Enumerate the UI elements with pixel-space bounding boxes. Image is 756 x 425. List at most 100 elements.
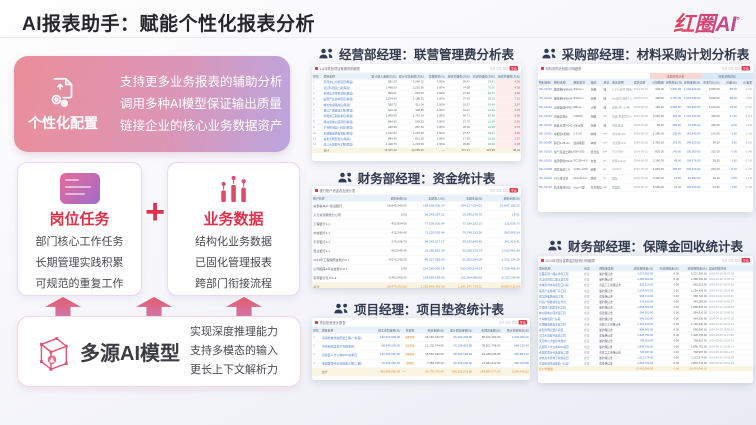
table-cell[interactable]: 天河中心大厦基坑支护 bbox=[538, 338, 584, 345]
table-cell[interactable]: 33,206,216.74 bbox=[445, 246, 484, 256]
table-cell[interactable]: 30,245,097.31 bbox=[408, 210, 446, 220]
table-cell[interactable]: 184,217,024.52 bbox=[445, 201, 484, 211]
table-cell[interactable]: 200,900.00 bbox=[682, 147, 702, 157]
table-cell[interactable]: 春和景明安置房项目 bbox=[538, 327, 584, 334]
toolbar-control[interactable] bbox=[722, 258, 727, 262]
table-cell[interactable]: 163,840.00 bbox=[682, 129, 702, 139]
table-cell[interactable]: 绿洲湿地公园项目(联营) bbox=[322, 119, 371, 126]
table-cell[interactable]: 30,245,078.70 bbox=[445, 210, 484, 220]
table-cell[interactable]: 1,254,400.00 bbox=[626, 288, 655, 294]
table-cell[interactable]: 37,056.00 bbox=[682, 120, 702, 130]
table-cell[interactable]: 高新区人才公寓EPC总承包 bbox=[320, 350, 374, 360]
report-screenshot-funds[interactable]: 银行账户资金收支统计表 导出 账户名称 期初余额(元) 本期收入(元) 本期支出(元) 期末… bbox=[312, 186, 521, 288]
table-cell[interactable]: -5.00 bbox=[720, 165, 738, 175]
table-cell[interactable]: 80,264,195.00 bbox=[444, 350, 474, 360]
table-cell[interactable]: WL-10224 bbox=[538, 111, 554, 122]
toolbar-control[interactable] bbox=[503, 66, 508, 70]
table-cell[interactable]: -1.60 bbox=[720, 156, 738, 166]
table-cell[interactable]: 1,534,080.00 bbox=[682, 94, 702, 104]
table-cell[interactable]: WL-10715 bbox=[538, 183, 554, 193]
table-cell[interactable]: 386.00 bbox=[664, 120, 683, 130]
table-cell[interactable]: 中央商务区地下管廊项目 bbox=[538, 355, 584, 362]
table-cell[interactable]: 1,868,500.00 bbox=[626, 304, 655, 311]
table-cell[interactable]: 70,746,112.50 bbox=[445, 228, 484, 238]
toolbar-control[interactable] bbox=[503, 188, 508, 192]
table-cell[interactable]: WL-10608 bbox=[538, 165, 554, 175]
table-cell[interactable]: 1,328,750.00 bbox=[626, 332, 655, 339]
toolbar-control[interactable] bbox=[490, 66, 495, 70]
table-cell[interactable]: 76,428,350.00 bbox=[373, 359, 402, 368]
export-button[interactable]: 导出 bbox=[741, 258, 750, 263]
table-cell[interactable]: 滨海新城市政配套一标段 bbox=[538, 360, 584, 367]
table-cell[interactable]: 1,245,320.00 bbox=[682, 85, 702, 95]
table-cell[interactable]: 968,720.00 bbox=[626, 293, 655, 300]
table-cell[interactable]: 2,486,000.00 bbox=[626, 276, 655, 283]
table-cell[interactable]: 98,640,200.00 bbox=[373, 341, 402, 351]
report-screenshot-deposit-recovery[interactable]: 2024年项目保障金回收统计明细表 导出 项目名称 状态 保障金类别 应收保障金(元) 已收… bbox=[538, 256, 753, 383]
table-cell[interactable]: -3.00 bbox=[720, 129, 738, 139]
export-button[interactable]: 导出 bbox=[509, 66, 518, 71]
table-cell[interactable]: 1,134,200.00 bbox=[682, 111, 702, 122]
table-cell[interactable]: WL-10515 bbox=[538, 147, 554, 157]
table-cell[interactable]: 宁海物流园一标段(联营) bbox=[322, 124, 371, 131]
table-cell[interactable]: 51,902,094.09 bbox=[445, 255, 484, 265]
table-cell[interactable]: WL-10408 bbox=[538, 138, 554, 148]
table-cell[interactable]: 124,054,186.82 bbox=[408, 273, 446, 283]
table-cell[interactable]: WL-10402 bbox=[538, 129, 554, 139]
toolbar-control[interactable] bbox=[512, 320, 517, 324]
table-cell[interactable]: 东湖隧道机电安装(联营) bbox=[322, 130, 371, 137]
table-cell[interactable]: 18.61 bbox=[483, 210, 521, 220]
table-cell[interactable]: 金域蓝湾住宅项目(联营) bbox=[322, 90, 371, 97]
table-cell[interactable]: 滨江科创园二期(联营) bbox=[322, 84, 371, 91]
table-cell[interactable]: 1,102,640.00 bbox=[626, 321, 655, 328]
table-cell[interactable]: 3,760.00 bbox=[664, 94, 683, 104]
table-cell[interactable]: 春和景明安置房(联营) bbox=[322, 136, 371, 143]
table-cell[interactable]: 128.00 bbox=[664, 129, 683, 139]
table-cell[interactable]: 896,400.00 bbox=[626, 327, 655, 334]
table-cell[interactable]: 滨海新城市政配套工程(一标段) bbox=[320, 333, 374, 343]
table-cell[interactable]: 514,282,000.18 bbox=[408, 264, 446, 274]
table-cell[interactable]: 49,027,983.28 bbox=[408, 255, 446, 265]
table-cell[interactable]: 758,620.00 bbox=[626, 338, 655, 345]
table-cell[interactable]: 云麓花园一期总承包工程 bbox=[538, 271, 584, 278]
table-cell[interactable]: 529,100.00 bbox=[682, 165, 702, 175]
export-button[interactable]: 导出 bbox=[741, 66, 750, 71]
table-cell[interactable]: 148,920.00 bbox=[682, 138, 702, 148]
table-cell[interactable]: -85.00 bbox=[720, 85, 738, 95]
table-cell[interactable]: -68.00 bbox=[720, 94, 738, 104]
table-cell[interactable]: 71,232,935.44 bbox=[408, 228, 446, 238]
report-screenshot-material-purchase[interactable]: 材料采购计划执行明细表 导出 本期采购计划 历史采购对比 物料编码 物料名称 规格型号 品牌单… bbox=[538, 64, 753, 212]
table-cell[interactable]: 滨江科创园二期土建工程 bbox=[538, 276, 584, 283]
table-cell[interactable]: 2,818,743.00 bbox=[626, 360, 655, 367]
table-cell[interactable]: 77,038,935.04 bbox=[408, 219, 446, 229]
table-cell[interactable]: 245.00 bbox=[664, 147, 683, 157]
toolbar-control[interactable] bbox=[496, 66, 502, 70]
table-cell[interactable]: 104,976.00 bbox=[682, 156, 702, 166]
toolbar-control[interactable] bbox=[499, 320, 504, 324]
table-cell[interactable]: -25.00 bbox=[720, 103, 738, 113]
table-cell[interactable]: 311,636.73 bbox=[483, 219, 521, 229]
table-cell[interactable]: -7.00 bbox=[720, 147, 738, 157]
export-button[interactable]: 导出 bbox=[518, 320, 527, 325]
table-cell[interactable]: 726,864.00 bbox=[682, 103, 702, 113]
table-cell[interactable]: 865,210.00 bbox=[626, 282, 655, 289]
table-cell[interactable]: 8,152,109.46 bbox=[483, 273, 521, 283]
table-cell[interactable]: -1.50 bbox=[720, 183, 738, 193]
table-cell[interactable]: WL-10221 bbox=[538, 103, 554, 113]
table-cell[interactable]: 沿江大道提升工程(联营) bbox=[322, 141, 371, 148]
table-cell[interactable]: 99,235,845.46 bbox=[445, 237, 484, 247]
table-cell[interactable]: 121,364,685.66 bbox=[445, 273, 484, 283]
table-cell[interactable]: 286.00 bbox=[664, 165, 683, 175]
table-cell[interactable]: 381,918.41 bbox=[483, 237, 521, 247]
table-cell[interactable]: 3.00 bbox=[720, 138, 738, 148]
table-cell[interactable]: 946,350.00 bbox=[626, 316, 655, 322]
table-cell[interactable]: 1,245,360.20 bbox=[501, 333, 530, 343]
table-cell[interactable]: 绿洲湿地公园景观工程 bbox=[538, 310, 584, 317]
table-cell[interactable]: 684,920.00 bbox=[626, 310, 655, 317]
table-cell[interactable]: 城北快速路改造工程 bbox=[538, 293, 584, 300]
table-cell[interactable]: 60,138,452.00 bbox=[444, 341, 474, 351]
table-cell[interactable]: WL-10215 bbox=[538, 85, 554, 95]
table-cell[interactable]: 152,364,500.00 bbox=[373, 333, 402, 343]
table-cell[interactable]: 1,213,274.00 bbox=[626, 355, 655, 362]
table-cell[interactable]: 恒信广场幕墙工程(联营) bbox=[322, 107, 371, 114]
